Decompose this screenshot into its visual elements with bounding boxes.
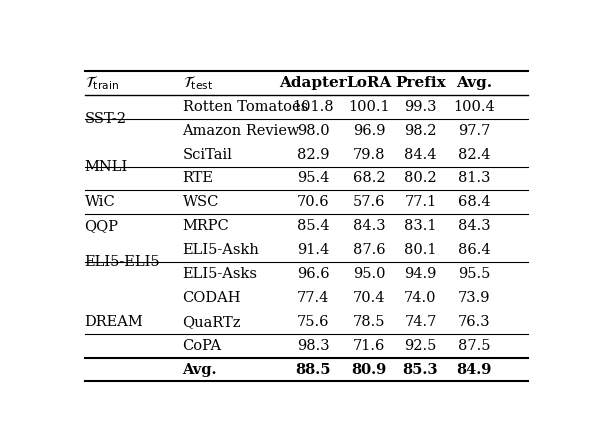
- Text: 74.0: 74.0: [405, 291, 436, 305]
- Text: 100.1: 100.1: [349, 100, 390, 114]
- Text: Amazon Review: Amazon Review: [182, 124, 300, 138]
- Text: 98.3: 98.3: [297, 339, 329, 353]
- Text: 87.6: 87.6: [353, 243, 385, 257]
- Text: CoPA: CoPA: [182, 339, 222, 353]
- Text: 78.5: 78.5: [353, 315, 385, 329]
- Text: 80.1: 80.1: [405, 243, 436, 257]
- Text: WSC: WSC: [182, 195, 219, 209]
- Text: 101.8: 101.8: [293, 100, 334, 114]
- Text: 82.4: 82.4: [458, 147, 491, 162]
- Text: 80.2: 80.2: [404, 172, 437, 185]
- Text: 71.6: 71.6: [353, 339, 385, 353]
- Text: 95.0: 95.0: [353, 267, 385, 281]
- Text: 77.1: 77.1: [405, 195, 436, 209]
- Text: LoRA: LoRA: [347, 76, 392, 90]
- Text: MRPC: MRPC: [182, 219, 229, 233]
- Text: 99.3: 99.3: [405, 100, 436, 114]
- Text: 84.3: 84.3: [458, 219, 491, 233]
- Text: Prefix: Prefix: [395, 76, 446, 90]
- Text: 76.3: 76.3: [458, 315, 491, 329]
- Text: Adapter: Adapter: [279, 76, 347, 90]
- Text: DREAM: DREAM: [84, 315, 143, 329]
- Text: 81.3: 81.3: [458, 172, 491, 185]
- Text: 83.1: 83.1: [405, 219, 436, 233]
- Text: 82.9: 82.9: [297, 147, 329, 162]
- Text: QQP: QQP: [84, 219, 119, 233]
- Text: 75.6: 75.6: [297, 315, 329, 329]
- Text: 94.9: 94.9: [405, 267, 436, 281]
- Text: 84.9: 84.9: [456, 362, 492, 376]
- Text: 95.5: 95.5: [458, 267, 491, 281]
- Text: 73.9: 73.9: [458, 291, 491, 305]
- Text: 92.5: 92.5: [405, 339, 436, 353]
- Text: 98.2: 98.2: [405, 124, 436, 138]
- Text: 85.3: 85.3: [403, 362, 438, 376]
- Text: SST-2: SST-2: [84, 112, 126, 126]
- Text: 70.6: 70.6: [297, 195, 329, 209]
- Text: 80.9: 80.9: [352, 362, 387, 376]
- Text: ELI5-Askh: ELI5-Askh: [182, 243, 259, 257]
- Text: 95.4: 95.4: [297, 172, 329, 185]
- Text: 87.5: 87.5: [458, 339, 491, 353]
- Text: $\mathcal{T}_{\mathrm{train}}$: $\mathcal{T}_{\mathrm{train}}$: [84, 74, 119, 92]
- Text: 79.8: 79.8: [353, 147, 385, 162]
- Text: ELI5-Asks: ELI5-Asks: [182, 267, 258, 281]
- Text: 68.2: 68.2: [353, 172, 385, 185]
- Text: $\mathcal{T}_{\mathrm{test}}$: $\mathcal{T}_{\mathrm{test}}$: [182, 74, 213, 92]
- Text: 70.4: 70.4: [353, 291, 385, 305]
- Text: 84.4: 84.4: [405, 147, 436, 162]
- Text: SciTail: SciTail: [182, 147, 232, 162]
- Text: 68.4: 68.4: [458, 195, 491, 209]
- Text: 98.0: 98.0: [297, 124, 329, 138]
- Text: MNLI: MNLI: [84, 159, 128, 173]
- Text: Avg.: Avg.: [182, 362, 217, 376]
- Text: Avg.: Avg.: [456, 76, 492, 90]
- Text: 57.6: 57.6: [353, 195, 385, 209]
- Text: 74.7: 74.7: [405, 315, 436, 329]
- Text: ELI5-ELI5: ELI5-ELI5: [84, 255, 160, 269]
- Text: CODAH: CODAH: [182, 291, 241, 305]
- Text: 96.6: 96.6: [297, 267, 329, 281]
- Text: 77.4: 77.4: [297, 291, 329, 305]
- Text: 88.5: 88.5: [296, 362, 331, 376]
- Text: WiC: WiC: [84, 195, 116, 209]
- Text: 85.4: 85.4: [297, 219, 329, 233]
- Text: QuaRTz: QuaRTz: [182, 315, 241, 329]
- Text: 100.4: 100.4: [453, 100, 495, 114]
- Text: RTE: RTE: [182, 172, 214, 185]
- Text: 86.4: 86.4: [458, 243, 491, 257]
- Text: 91.4: 91.4: [297, 243, 329, 257]
- Text: 96.9: 96.9: [353, 124, 385, 138]
- Text: Rotten Tomatoes: Rotten Tomatoes: [182, 100, 308, 114]
- Text: 97.7: 97.7: [458, 124, 491, 138]
- Text: 84.3: 84.3: [353, 219, 385, 233]
